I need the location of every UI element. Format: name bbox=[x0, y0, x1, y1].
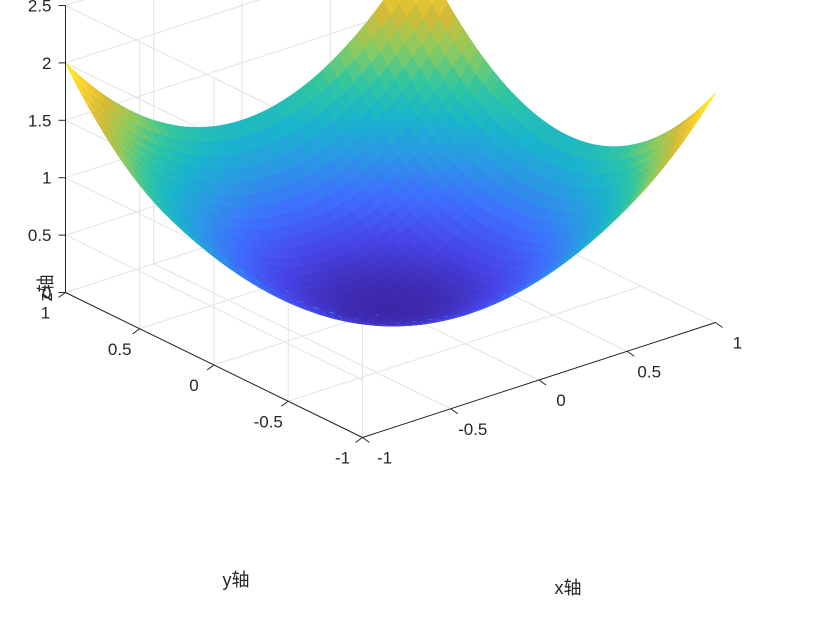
x-tick-label: 0.5 bbox=[637, 362, 661, 381]
surface-patch bbox=[698, 92, 716, 115]
wall-grid-line bbox=[65, 0, 261, 64]
y-tick-label: -0.5 bbox=[254, 412, 283, 431]
wall-grid-line bbox=[65, 234, 363, 381]
z-axis-label: z轴 bbox=[36, 275, 56, 302]
surface-plot bbox=[65, 0, 716, 327]
wall-grid-line bbox=[65, 4, 419, 121]
x-axis-label: x轴 bbox=[555, 578, 582, 598]
y-tick-label: 0 bbox=[189, 376, 198, 395]
z-tick-label: 2 bbox=[42, 54, 51, 73]
y-tick-mark bbox=[132, 328, 141, 335]
y-tick-mark bbox=[280, 400, 289, 407]
x-tick-label: -1 bbox=[377, 449, 392, 468]
y-tick-label: 1 bbox=[41, 304, 50, 323]
z-tick-label: 0 bbox=[42, 284, 51, 303]
surface-patch bbox=[413, 0, 420, 5]
z-tick-label: 1.5 bbox=[28, 111, 52, 130]
floor-grid-line bbox=[288, 285, 642, 402]
z-tick-label: 2.5 bbox=[28, 0, 52, 16]
x-tick-mark bbox=[450, 408, 459, 415]
x-tick-label: 0 bbox=[556, 391, 565, 410]
y-axis-label: y轴 bbox=[223, 570, 250, 590]
y-tick-label: 0.5 bbox=[108, 340, 132, 359]
x-tick-mark bbox=[626, 350, 635, 357]
y-tick-label: -1 bbox=[335, 449, 350, 468]
y-tick-mark bbox=[355, 437, 363, 443]
x-tick-mark bbox=[538, 379, 547, 386]
z-tick-label: 1 bbox=[42, 169, 51, 188]
y-tick-mark bbox=[58, 292, 66, 298]
surface-patch bbox=[691, 100, 709, 122]
z-tick-label: 0.5 bbox=[28, 226, 52, 245]
surface-patch bbox=[397, 0, 403, 4]
x-tick-mark bbox=[715, 322, 723, 328]
x-tick-label: -0.5 bbox=[458, 420, 487, 439]
surface-patch bbox=[429, 0, 436, 5]
y-tick-mark bbox=[206, 364, 215, 371]
x-tick-mark bbox=[362, 437, 370, 443]
axes-layer bbox=[58, 5, 723, 443]
x-tick-label: 1 bbox=[733, 334, 742, 353]
